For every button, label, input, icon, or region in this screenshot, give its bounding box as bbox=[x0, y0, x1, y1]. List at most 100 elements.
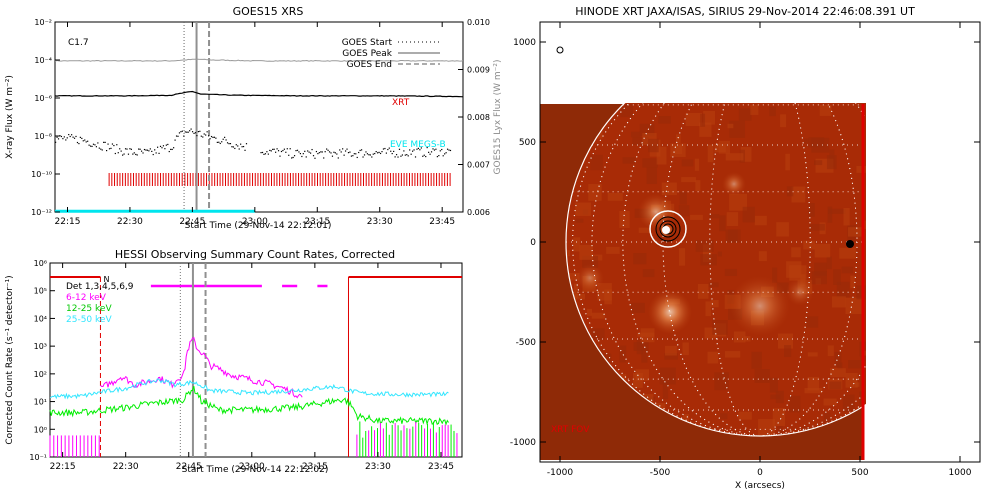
goes-xlabel: Start Time (29-Nov-14 22:12:01) bbox=[185, 221, 332, 231]
goes-short-point bbox=[212, 136, 214, 138]
hessi-y-tick-label: 10⁰ bbox=[34, 425, 47, 434]
goes-short-point bbox=[127, 153, 130, 155]
hessi-panel: HESSI Observing Summary Count Rates, Cor… bbox=[5, 248, 463, 475]
goes-short-point bbox=[113, 144, 115, 147]
goes-short-point bbox=[242, 145, 245, 148]
goes-short-point bbox=[229, 143, 232, 145]
texture-patch bbox=[664, 353, 678, 360]
texture-patch bbox=[570, 293, 586, 300]
goes-short-point bbox=[208, 135, 210, 137]
goes-short-point bbox=[336, 153, 338, 155]
goes-short-point bbox=[69, 135, 71, 138]
goes-short-point bbox=[108, 148, 111, 150]
goes-short-point bbox=[280, 150, 283, 153]
xrt-y-tick-label: -500 bbox=[516, 338, 537, 348]
goes-short-point bbox=[167, 143, 169, 146]
xrt-y-tick-label: 1000 bbox=[513, 38, 536, 48]
goes-short-point bbox=[100, 148, 102, 150]
goes-short-point bbox=[146, 149, 148, 151]
goes-short-point bbox=[65, 139, 67, 141]
origin-marker bbox=[556, 46, 564, 54]
texture-patch bbox=[725, 229, 741, 243]
goes-short-point bbox=[444, 153, 446, 155]
texture-patch bbox=[575, 218, 584, 223]
texture-patch bbox=[708, 282, 719, 288]
goes-short-point bbox=[406, 154, 408, 156]
goes-short-point bbox=[293, 155, 296, 157]
goes-short-point bbox=[378, 151, 380, 154]
goes-y-tick-label: 10⁻⁸ bbox=[34, 132, 52, 141]
goes-short-point bbox=[416, 148, 418, 150]
texture-patch bbox=[772, 408, 786, 427]
goes-short-point bbox=[180, 131, 182, 133]
goes-short-point bbox=[428, 151, 430, 153]
goes-short-point bbox=[352, 155, 354, 157]
goes-short-point bbox=[157, 146, 159, 148]
goes-short-point bbox=[63, 136, 65, 138]
texture-patch bbox=[591, 312, 605, 319]
goes-short-point bbox=[362, 156, 364, 158]
goes-short-point bbox=[350, 155, 352, 157]
goes-short-point bbox=[130, 148, 132, 150]
texture-patch bbox=[791, 186, 806, 203]
goes-short-point bbox=[98, 147, 100, 149]
goes-short-point bbox=[56, 136, 58, 138]
goes-short-point bbox=[429, 153, 431, 155]
hessi-y-tick-label: 10⁵ bbox=[34, 287, 47, 296]
goes-short-point bbox=[111, 143, 114, 145]
texture-patch bbox=[694, 158, 700, 171]
hessi-plot-frame bbox=[49, 262, 463, 458]
goes-short-point bbox=[407, 155, 409, 157]
active-region bbox=[786, 278, 814, 306]
goes-short-point bbox=[285, 151, 287, 153]
goes-y-tick-label: 10⁻² bbox=[34, 18, 52, 27]
texture-patch bbox=[770, 394, 781, 400]
goes-short-point bbox=[317, 153, 319, 155]
goes-short-point bbox=[301, 155, 303, 158]
texture-patch bbox=[855, 382, 860, 387]
goes-x-tick-label: 23:00 bbox=[242, 217, 268, 227]
texture-patch bbox=[729, 120, 746, 138]
texture-patch bbox=[678, 205, 690, 217]
goes-short-point bbox=[55, 141, 57, 143]
texture-patch bbox=[776, 222, 789, 237]
goes-short-point bbox=[87, 140, 89, 142]
eve-series-label: EVE MEGS-B bbox=[390, 140, 446, 150]
hessi-y-tick-label: 10¹ bbox=[34, 398, 47, 407]
goes-short-point bbox=[394, 156, 396, 158]
goes-short-point bbox=[209, 138, 211, 140]
goes-short-point bbox=[295, 150, 297, 152]
texture-patch bbox=[750, 104, 759, 115]
goes-short-point bbox=[191, 131, 194, 133]
goes-short-point bbox=[395, 154, 398, 156]
goes-short-point bbox=[178, 132, 181, 134]
texture-patch bbox=[682, 342, 689, 356]
goes-short-point bbox=[119, 148, 121, 150]
texture-patch bbox=[685, 112, 703, 127]
texture-patch bbox=[804, 138, 809, 144]
goes-short-point bbox=[104, 141, 106, 143]
goes-short-point bbox=[225, 139, 227, 141]
texture-patch bbox=[579, 244, 593, 260]
goes-short-point bbox=[263, 153, 265, 155]
texture-patch bbox=[700, 113, 706, 127]
goes-short-point bbox=[286, 148, 288, 150]
goes-short-point bbox=[81, 137, 83, 140]
goes-short-point bbox=[84, 139, 86, 141]
goes-short-point bbox=[410, 153, 412, 155]
texture-patch bbox=[681, 159, 694, 167]
goes-short-point bbox=[66, 137, 68, 139]
goes-short-point bbox=[60, 135, 63, 138]
goes-short-point bbox=[174, 139, 176, 141]
goes-short-point bbox=[110, 147, 112, 149]
texture-patch bbox=[661, 182, 677, 196]
goes-panel: GOES15 XRS 22:15 22:30 22:45 23:00 23:15 23:3… bbox=[5, 5, 503, 231]
hessi-x-tick-label: 23:00 bbox=[239, 462, 265, 472]
goes-short-point bbox=[321, 151, 323, 153]
texture-patch bbox=[642, 269, 655, 278]
goes-short-point bbox=[436, 156, 438, 158]
goes-short-point bbox=[202, 136, 204, 138]
goes-short-point bbox=[175, 135, 178, 137]
goes-short-point bbox=[149, 148, 151, 150]
texture-patch bbox=[575, 202, 592, 216]
